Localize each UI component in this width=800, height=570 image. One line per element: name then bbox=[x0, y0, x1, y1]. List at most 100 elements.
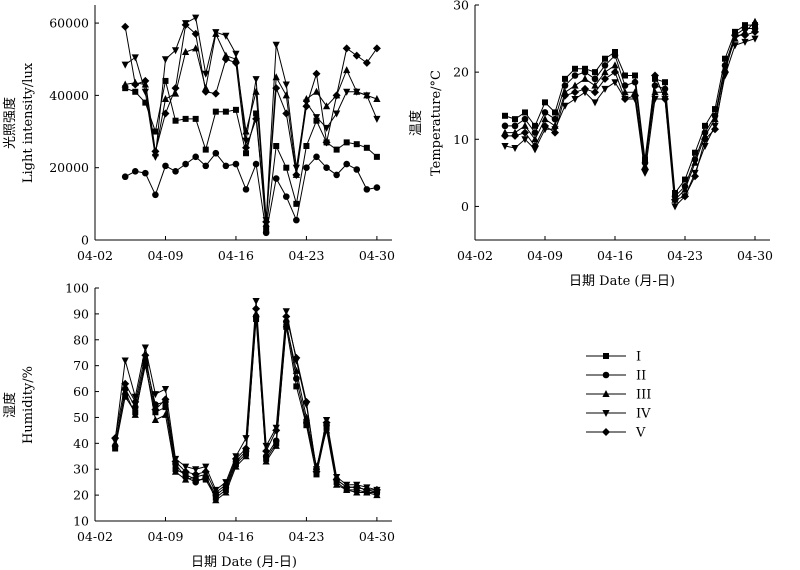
legend-label: III bbox=[636, 388, 651, 403]
humidity-point-III bbox=[151, 416, 160, 424]
temperature-point-V bbox=[661, 95, 669, 103]
light-xtick-label: 04-02 bbox=[77, 248, 113, 263]
humidity-point-V bbox=[181, 467, 190, 476]
temperature-point-II bbox=[601, 62, 609, 69]
humidity-point-V bbox=[221, 480, 230, 489]
temp-series bbox=[501, 17, 759, 211]
light-point-V bbox=[372, 44, 381, 53]
legend-label: I bbox=[636, 350, 641, 365]
light-point-I bbox=[132, 88, 139, 95]
humidity-point-III bbox=[373, 491, 381, 499]
temperature-panel: 0 10 20 30 04-02 04-09 04-16 04-23 04-30 温度 Temp… bbox=[408, 0, 773, 289]
temperature-point-IV bbox=[511, 145, 519, 153]
light-point-IV bbox=[282, 81, 290, 89]
light-point-IV bbox=[373, 115, 381, 123]
light-point-V bbox=[141, 76, 150, 85]
light-point-II bbox=[121, 173, 129, 181]
light-point-IV bbox=[192, 14, 200, 22]
humidity-point-IV bbox=[121, 357, 129, 365]
light-ticks: 0 20000 40000 60000 04-02 04-09 04-16 04-23 04-3… bbox=[49, 16, 395, 263]
temperature-point-V bbox=[691, 172, 699, 181]
legend-marker-triangle-down bbox=[602, 410, 610, 417]
temperature-point-III bbox=[691, 158, 699, 166]
light-point-III bbox=[232, 55, 240, 63]
light-point-II bbox=[131, 168, 139, 175]
temperature-point-V bbox=[681, 192, 689, 201]
humidity-point-V bbox=[342, 483, 351, 492]
humidity-point-V bbox=[161, 395, 170, 404]
light-point-III bbox=[312, 87, 321, 95]
temperature-point-III bbox=[601, 68, 609, 76]
light-point-V bbox=[191, 29, 200, 38]
light-point-IV bbox=[353, 88, 361, 96]
light-point-I bbox=[122, 85, 129, 92]
temperature-xtick-label: 04-02 bbox=[457, 248, 493, 263]
humidity-ytick-label: 40 bbox=[73, 436, 89, 451]
temperature-point-IV bbox=[671, 203, 679, 211]
light-series-IV bbox=[121, 14, 381, 225]
light-point-III bbox=[222, 51, 230, 59]
temperature-point-II bbox=[591, 75, 599, 83]
humidity-xtick-label: 04-16 bbox=[218, 529, 254, 544]
humidity-ytick-label: 50 bbox=[73, 410, 89, 425]
temperature-point-III bbox=[571, 81, 579, 89]
light-ylabel: Light intensity/lux bbox=[21, 62, 36, 183]
light-point-III bbox=[182, 48, 190, 55]
light-point-I bbox=[273, 143, 280, 149]
light-point-I bbox=[182, 115, 189, 122]
humidity-point-III bbox=[242, 452, 250, 460]
temperature-point-III bbox=[531, 135, 539, 143]
temperature-point-I bbox=[722, 55, 728, 62]
temperature-point-V bbox=[521, 128, 529, 137]
light-point-IV bbox=[292, 164, 300, 172]
light-point-I bbox=[363, 144, 370, 151]
humidity-point-V bbox=[302, 397, 311, 406]
light-series-III bbox=[121, 29, 381, 227]
humidity-point-V bbox=[312, 467, 321, 476]
temperature-point-II bbox=[501, 122, 509, 130]
light-line-IV bbox=[124, 16, 378, 221]
light-point-V bbox=[242, 143, 251, 152]
temperature-point-V bbox=[711, 125, 719, 134]
humidity-ytick-label: 70 bbox=[73, 358, 89, 373]
light-xtick-label: 04-09 bbox=[147, 248, 183, 263]
light-point-IV bbox=[272, 41, 280, 49]
light-point-II bbox=[182, 160, 189, 168]
humidity-point-III bbox=[161, 410, 170, 418]
temperature-point-III bbox=[681, 185, 689, 193]
temperature-point-I bbox=[522, 109, 528, 116]
humidity-series-II bbox=[111, 313, 381, 499]
light-point-III bbox=[161, 95, 170, 102]
humidity-point-III bbox=[182, 475, 190, 483]
temperature-ytick-label: 10 bbox=[453, 132, 469, 147]
humidity-point-V bbox=[352, 483, 361, 492]
temperature-xtick-label: 04-09 bbox=[527, 248, 563, 263]
temperature-point-V bbox=[541, 121, 549, 130]
legend-label: V bbox=[635, 426, 646, 441]
temperature-point-V bbox=[581, 84, 589, 93]
legend-entry-I: I bbox=[586, 350, 641, 365]
light-series-II bbox=[121, 149, 381, 237]
light-point-V bbox=[211, 89, 220, 98]
light-point-II bbox=[333, 171, 340, 179]
temperature-point-V bbox=[501, 131, 509, 140]
light-point-IV bbox=[343, 88, 351, 96]
light-point-I bbox=[283, 164, 290, 171]
humidity-point-IV bbox=[161, 385, 170, 393]
temperature-point-V bbox=[671, 195, 679, 204]
humidity-series-I bbox=[112, 316, 380, 501]
temperature-point-I bbox=[612, 49, 618, 55]
light-point-IV bbox=[363, 92, 371, 100]
temperature-line-IV bbox=[504, 38, 756, 208]
temperature-point-V bbox=[741, 31, 749, 40]
light-point-III bbox=[171, 89, 180, 97]
humidity-point-V bbox=[151, 405, 160, 414]
legend-marker-circle bbox=[602, 371, 610, 379]
light-line-III bbox=[125, 32, 378, 224]
temperature-point-V bbox=[561, 91, 569, 100]
temperature-point-I bbox=[742, 22, 748, 29]
humidity-series-III bbox=[111, 309, 381, 504]
temperature-point-V bbox=[751, 27, 759, 36]
temperature-point-II bbox=[511, 122, 519, 130]
humidity-point-IV bbox=[151, 391, 160, 399]
